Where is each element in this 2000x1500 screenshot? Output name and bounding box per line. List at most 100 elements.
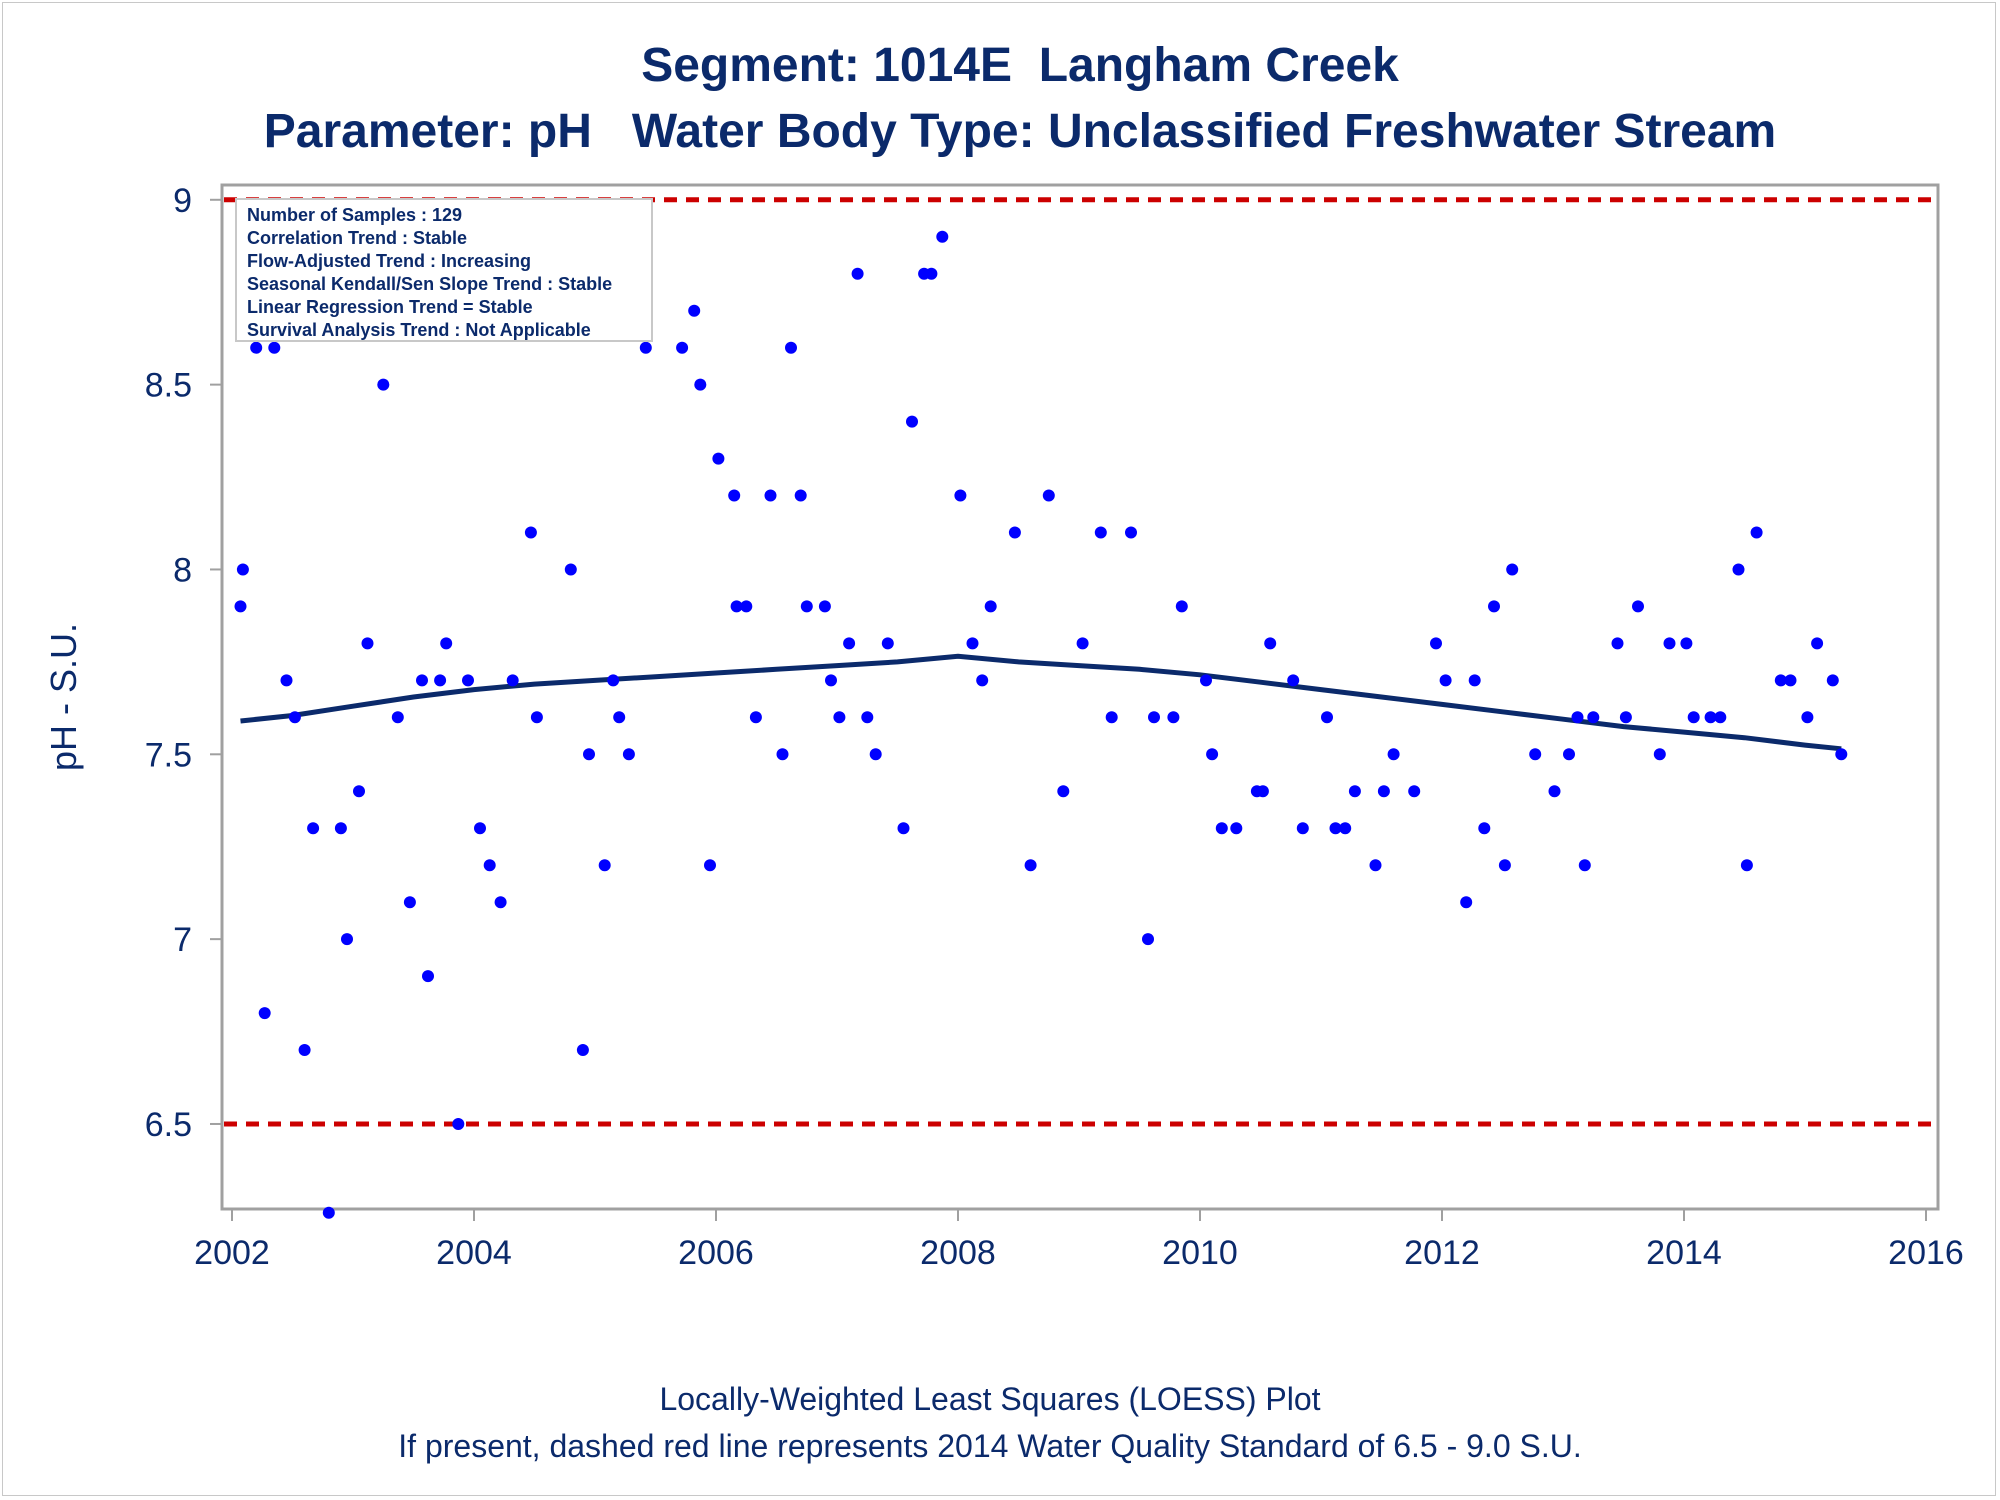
- data-point: [818, 600, 831, 613]
- data-point: [984, 600, 997, 613]
- x-tick-label: 2008: [920, 1234, 996, 1272]
- data-point: [576, 1044, 589, 1056]
- y-tick-label: 6.5: [145, 1106, 192, 1144]
- data-point: [1587, 711, 1600, 724]
- data-point: [288, 711, 301, 724]
- data-point: [1167, 711, 1180, 724]
- data-point: [776, 748, 789, 761]
- data-point: [307, 822, 320, 835]
- data-point: [1008, 526, 1021, 539]
- data-point: [1801, 711, 1814, 724]
- data-point: [843, 637, 856, 650]
- x-tick-label: 2016: [1888, 1234, 1964, 1272]
- data-point: [391, 711, 404, 724]
- stats-line: Number of Samples : 129: [247, 205, 462, 225]
- data-point: [1024, 859, 1037, 872]
- data-point: [869, 748, 882, 761]
- footer-note-standard: If present, dashed red line represents 2…: [398, 1428, 1582, 1464]
- data-point: [794, 489, 807, 502]
- data-point: [280, 674, 293, 687]
- data-point: [1369, 859, 1382, 872]
- data-point: [483, 859, 496, 872]
- stats-line: Flow-Adjusted Trend : Increasing: [247, 251, 531, 271]
- data-point: [1206, 748, 1219, 761]
- footer-note-method: Locally-Weighted Least Squares (LOESS) P…: [659, 1381, 1321, 1417]
- data-point: [622, 748, 635, 761]
- x-tick-label: 2006: [678, 1234, 754, 1272]
- data-point: [1296, 822, 1309, 835]
- data-point: [1704, 711, 1717, 724]
- data-point: [298, 1044, 311, 1056]
- data-point: [1387, 748, 1400, 761]
- data-point: [377, 378, 390, 391]
- data-point: [462, 674, 474, 687]
- data-point: [564, 563, 577, 576]
- data-point: [897, 822, 910, 835]
- data-point: [236, 563, 249, 576]
- stats-line: Correlation Trend : Stable: [247, 228, 467, 248]
- y-tick-label: 8: [173, 551, 192, 589]
- data-point: [694, 378, 707, 391]
- data-point: [234, 600, 247, 613]
- data-point: [416, 674, 428, 687]
- data-point: [1653, 748, 1666, 761]
- data-point: [1339, 822, 1352, 835]
- data-point: [1632, 600, 1644, 613]
- data-point: [861, 711, 874, 724]
- data-point: [1439, 674, 1452, 687]
- data-point: [258, 1007, 271, 1020]
- data-point: [688, 304, 701, 317]
- data-point: [1811, 637, 1824, 650]
- y-tick-label: 9: [173, 182, 192, 220]
- data-point: [1563, 748, 1575, 761]
- data-point: [1230, 822, 1243, 835]
- x-tick-label: 2010: [1162, 1234, 1238, 1272]
- data-point: [1714, 711, 1727, 724]
- data-point: [583, 748, 595, 761]
- y-tick-label: 8.5: [145, 367, 192, 405]
- data-point: [728, 489, 741, 502]
- data-point: [474, 822, 486, 835]
- data-point: [1750, 526, 1763, 539]
- stats-line: Linear Regression Trend = Stable: [247, 297, 533, 317]
- data-point: [825, 674, 837, 687]
- data-point: [250, 341, 263, 354]
- data-point: [1042, 489, 1055, 502]
- data-point: [268, 341, 281, 354]
- data-point: [1740, 859, 1753, 872]
- data-point: [1256, 785, 1269, 798]
- data-point: [353, 785, 365, 798]
- data-point: [361, 637, 374, 650]
- data-point: [1835, 748, 1848, 761]
- data-point: [1125, 526, 1137, 539]
- plot-area: [220, 183, 1940, 1211]
- x-tick-label: 2012: [1404, 1234, 1480, 1272]
- data-point: [506, 674, 519, 687]
- data-point: [1774, 674, 1787, 687]
- data-point: [1548, 785, 1561, 798]
- data-point: [1460, 896, 1473, 909]
- data-point: [1264, 637, 1277, 650]
- data-point: [936, 230, 949, 243]
- data-point: [740, 600, 753, 613]
- x-tick-label: 2014: [1646, 1234, 1722, 1272]
- data-point: [530, 711, 543, 724]
- data-point: [1408, 785, 1421, 798]
- data-point: [730, 600, 743, 613]
- data-point: [906, 415, 918, 428]
- data-point: [1215, 822, 1228, 835]
- data-point: [1430, 637, 1442, 650]
- data-point: [833, 711, 846, 724]
- data-point: [524, 526, 537, 539]
- data-point: [1732, 563, 1745, 576]
- x-tick-label: 2002: [194, 1234, 270, 1272]
- chart-subtitle: Parameter: pH Water Body Type: Unclassif…: [263, 105, 1777, 158]
- data-point: [1826, 674, 1839, 687]
- chart-title: Segment: 1014E Langham Creek: [641, 39, 1399, 92]
- data-point: [1571, 711, 1584, 724]
- data-point: [322, 1206, 335, 1219]
- data-point: [494, 896, 507, 909]
- x-tick-label: 2004: [436, 1234, 512, 1272]
